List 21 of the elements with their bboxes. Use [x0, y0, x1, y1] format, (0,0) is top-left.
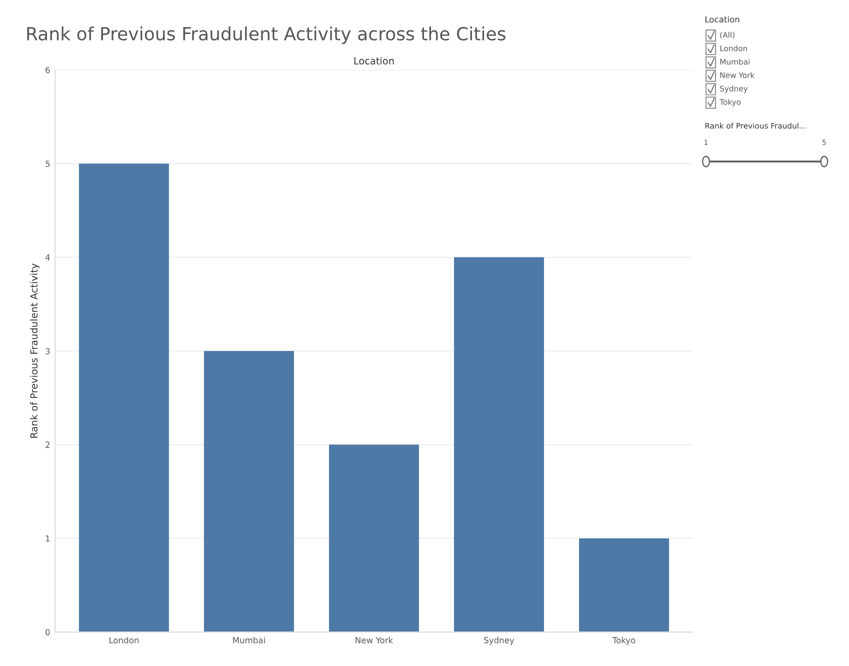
- y-tick-label: 3: [46, 348, 50, 354]
- bar: [204, 350, 294, 632]
- y-tick-label: 5: [46, 160, 50, 167]
- x-tick-label: Tokyo: [612, 636, 636, 645]
- bar: [454, 257, 544, 632]
- bar: [579, 538, 670, 632]
- chart-title: Rank of Previous Fraudulent Activity across the Cities: [27, 26, 506, 44]
- y-tick-label: 6: [46, 66, 50, 74]
- x-tick-label: London: [109, 636, 139, 644]
- y-tick-label: 2: [46, 442, 50, 448]
- x-tick-label: Sydney: [484, 636, 514, 645]
- text: Location: [705, 16, 740, 22]
- x-axis-title: Location: [354, 56, 394, 65]
- y-tick-label: 0: [46, 629, 50, 636]
- y-tick-label: 1: [46, 535, 50, 542]
- bar: [328, 444, 419, 632]
- x-tick-label: Mumbai: [233, 636, 265, 644]
- x-tick-label: New York: [356, 636, 394, 644]
- y-tick-label: 4: [45, 254, 50, 260]
- y-axis-title: Rank of Previous Fraudulent Activity: [30, 264, 40, 438]
- bar: [78, 164, 169, 632]
